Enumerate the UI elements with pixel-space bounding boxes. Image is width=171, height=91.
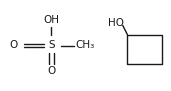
Text: O: O xyxy=(47,66,55,76)
Text: HO: HO xyxy=(108,18,124,28)
Text: S: S xyxy=(48,40,55,51)
Text: O: O xyxy=(10,40,18,51)
Text: CH₃: CH₃ xyxy=(76,40,95,51)
Text: OH: OH xyxy=(43,15,59,25)
